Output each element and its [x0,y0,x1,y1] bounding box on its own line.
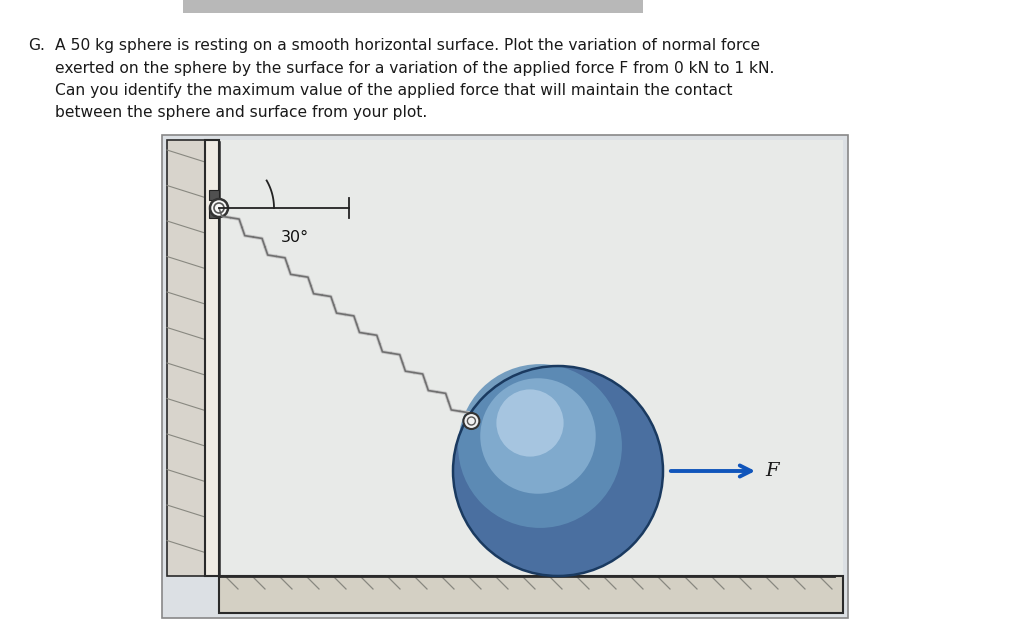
Text: 30°: 30° [281,230,309,245]
Polygon shape [167,140,205,576]
Bar [205,140,219,576]
Text: F: F [765,462,779,480]
Text: between the sphere and surface from your plot.: between the sphere and surface from your… [55,105,427,121]
Bar [209,208,219,218]
Circle shape [496,389,563,457]
Bar [162,135,848,618]
Circle shape [453,366,663,576]
Circle shape [458,364,622,528]
Bar [209,190,219,200]
Bar [219,576,843,613]
Text: A 50 kg sphere is resting on a smooth horizontal surface. Plot the variation of : A 50 kg sphere is resting on a smooth ho… [55,38,760,53]
Text: G.: G. [28,38,45,53]
Circle shape [480,378,596,493]
Text: Can you identify the maximum value of the applied force that will maintain the c: Can you identify the maximum value of th… [55,83,732,98]
Circle shape [210,199,228,217]
Text: exerted on the sphere by the surface for a variation of the applied force F from: exerted on the sphere by the surface for… [55,61,774,76]
Bar [183,0,643,13]
Circle shape [463,413,479,429]
Bar [219,140,843,576]
